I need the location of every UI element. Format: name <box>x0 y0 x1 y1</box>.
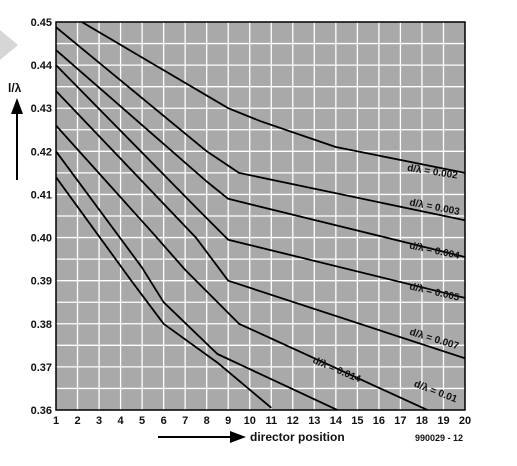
y-tick-label: 0.42 <box>31 146 52 158</box>
x-tick-label: 14 <box>330 415 343 427</box>
x-tick-label: 12 <box>287 415 299 427</box>
curves <box>56 22 465 410</box>
curve-7 <box>56 150 340 410</box>
x-tick-label: 19 <box>437 415 449 427</box>
y-tick-label: 0.40 <box>31 233 52 245</box>
x-tick-label: 3 <box>96 415 102 427</box>
y-tick-label: 0.38 <box>31 319 52 331</box>
x-tick-label: 11 <box>265 415 277 427</box>
x-tick-labels: 1 2 3 4 5 6 7 8 9 10 11 12 13 14 15 16 17 18 19 20 <box>53 415 471 427</box>
curve-2 <box>56 26 465 222</box>
x-tick-label: 20 <box>459 415 471 427</box>
curve-1 <box>81 22 465 174</box>
x-tick-label: 9 <box>225 415 231 427</box>
corner-triangle-decoration <box>0 30 18 60</box>
curve-6 <box>56 124 430 410</box>
x-tick-label: 17 <box>394 415 406 427</box>
x-tick-label: 8 <box>204 415 210 427</box>
x-axis-label: director position <box>250 430 345 444</box>
x-tick-label: 13 <box>308 415 320 427</box>
x-tick-label: 4 <box>118 415 125 427</box>
y-tick-label: 0.44 <box>31 60 53 72</box>
y-axis-label: l/λ <box>8 81 22 95</box>
x-tick-label: 5 <box>139 415 145 427</box>
x-tick-label: 2 <box>74 415 80 427</box>
curve-8 <box>56 176 272 409</box>
x-tick-label: 15 <box>351 415 363 427</box>
figure-code: 990029 - 12 <box>415 433 463 443</box>
y-axis-arrow-icon <box>11 98 23 180</box>
x-axis-arrow-icon <box>158 431 246 443</box>
y-tick-label: 0.37 <box>31 362 52 374</box>
y-tick-label: 0.39 <box>31 276 52 288</box>
curve-4 <box>56 64 465 299</box>
curve-5 <box>56 90 465 360</box>
curve-3 <box>56 49 465 258</box>
y-tick-label: 0.41 <box>31 189 52 201</box>
y-tick-labels: 0.36 0.37 0.38 0.39 0.40 0.41 0.42 0.43 0.44 0.45 <box>31 17 53 417</box>
y-tick-label: 0.36 <box>31 405 52 417</box>
plot-frame <box>55 21 466 411</box>
x-tick-label: 16 <box>373 415 385 427</box>
x-tick-label: 1 <box>53 415 59 427</box>
x-tick-label: 18 <box>416 415 428 427</box>
x-tick-label: 6 <box>161 415 167 427</box>
x-tick-label: 7 <box>182 415 188 427</box>
x-tick-label: 10 <box>244 415 256 427</box>
grid-lines <box>56 22 465 410</box>
y-tick-label: 0.45 <box>31 17 52 29</box>
y-tick-label: 0.43 <box>31 103 52 115</box>
